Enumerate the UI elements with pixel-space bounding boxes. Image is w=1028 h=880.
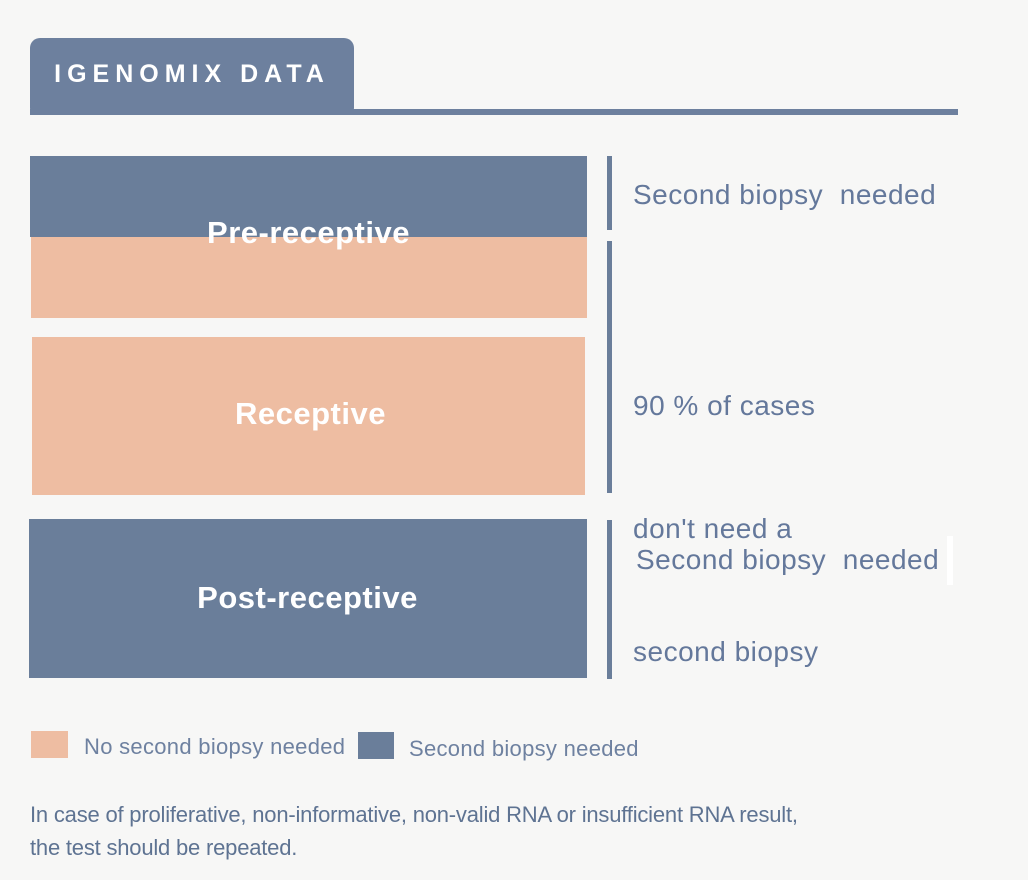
footer-note-line1: In case of proliferative, non-informativ… xyxy=(30,802,798,827)
header-tab: IGENOMIX DATA xyxy=(30,38,354,110)
footer-note-line2: the test should be repeated. xyxy=(30,835,298,860)
annotation-second-biopsy-top: Second biopsy needed xyxy=(633,179,937,210)
bar-receptive xyxy=(32,337,585,495)
legend-swatch-no-second-biopsy xyxy=(31,731,68,758)
bar-pre-receptive-segment-no-second-biopsy xyxy=(31,237,587,318)
text-cursor xyxy=(947,536,953,585)
annotation-second-biopsy-bottom: Second biopsy needed xyxy=(636,544,940,575)
annotation-90-percent-line2: don't need a xyxy=(633,513,793,544)
page-title: IGENOMIX DATA xyxy=(54,59,330,88)
legend-label-no-second-biopsy: No second biopsy needed xyxy=(84,734,346,759)
bracket-rule-bottom xyxy=(607,520,612,679)
bar-post-receptive xyxy=(29,519,587,678)
legend-label-second-biopsy: Second biopsy needed xyxy=(409,736,639,761)
footer-note: In case of proliferative, non-informativ… xyxy=(30,798,880,864)
annotation-90-percent: 90 % of cases don't need a second biopsy xyxy=(633,303,819,754)
bar-label-receptive: Receptive xyxy=(235,396,386,431)
annotation-90-percent-line3: second biopsy xyxy=(633,636,819,667)
bracket-rule-middle xyxy=(607,241,612,493)
annotation-90-percent-line1: 90 % of cases xyxy=(633,390,816,421)
legend-swatch-second-biopsy xyxy=(358,732,394,759)
bracket-rule-top xyxy=(607,156,612,230)
bar-pre-receptive-segment-second-biopsy xyxy=(30,156,587,237)
bar-label-post-receptive: Post-receptive xyxy=(197,580,418,615)
bar-label-pre-receptive: Pre-receptive xyxy=(207,215,410,250)
header-underline xyxy=(30,109,958,115)
